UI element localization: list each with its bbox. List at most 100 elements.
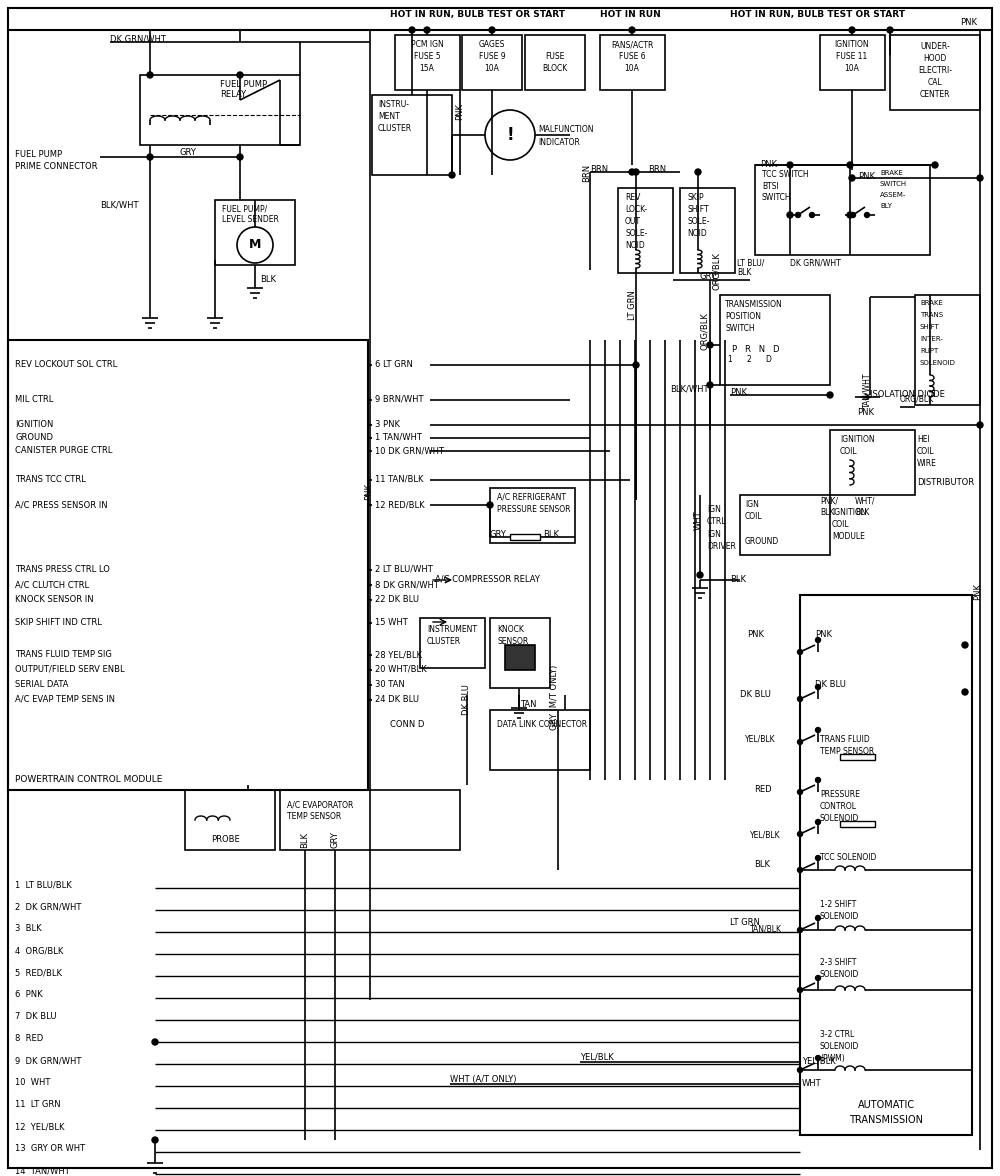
- Text: MALFUNCTION: MALFUNCTION: [538, 125, 594, 134]
- Text: POWERTRAIN CONTROL MODULE: POWERTRAIN CONTROL MODULE: [15, 775, 162, 784]
- Bar: [140, 75, 300, 145]
- Text: 7  DK BLU: 7 DK BLU: [15, 1013, 56, 1021]
- Bar: [510, 534, 540, 540]
- Text: A/C PRESS SENSOR IN: A/C PRESS SENSOR IN: [15, 500, 108, 509]
- Text: HOT IN RUN, BULB TEST OR START: HOT IN RUN, BULB TEST OR START: [390, 11, 565, 19]
- Text: A/C REFRIGERANT: A/C REFRIGERANT: [497, 493, 566, 502]
- Text: GRY: GRY: [490, 530, 507, 539]
- Bar: [525, 35, 585, 91]
- Text: PNK: PNK: [815, 630, 832, 639]
- Text: TAN/BLK: TAN/BLK: [750, 926, 782, 934]
- Text: CLUSTER: CLUSTER: [378, 123, 412, 133]
- Text: IGN: IGN: [707, 530, 721, 539]
- Text: BLK: BLK: [855, 508, 869, 517]
- Text: BTSI: BTSI: [762, 182, 779, 191]
- Bar: [280, 790, 460, 850]
- Circle shape: [152, 1137, 158, 1143]
- Text: CONN D: CONN D: [390, 720, 424, 729]
- Circle shape: [798, 649, 802, 655]
- Text: BLK: BLK: [737, 268, 751, 278]
- Circle shape: [847, 162, 853, 168]
- Text: PRESSURE SENSOR: PRESSURE SENSOR: [497, 505, 570, 514]
- Text: 3 PNK: 3 PNK: [375, 420, 400, 429]
- Text: LOCK-: LOCK-: [625, 205, 647, 214]
- Text: TRANS FLUID: TRANS FLUID: [820, 735, 870, 744]
- Text: 15 WHT: 15 WHT: [375, 619, 408, 627]
- Text: GRY: GRY: [330, 831, 339, 848]
- Bar: [618, 188, 673, 273]
- Text: BLY: BLY: [880, 203, 892, 209]
- Text: TRANS: TRANS: [920, 312, 943, 318]
- Text: 9  DK GRN/WHT: 9 DK GRN/WHT: [15, 1056, 81, 1065]
- Text: INSTRU-: INSTRU-: [378, 100, 409, 109]
- Circle shape: [798, 928, 802, 933]
- Text: KNOCK: KNOCK: [497, 624, 524, 634]
- Text: PNK: PNK: [760, 160, 777, 169]
- Text: TCC SOLENOID: TCC SOLENOID: [820, 853, 876, 862]
- Circle shape: [932, 162, 938, 168]
- Bar: [840, 821, 875, 827]
- Text: ORG/BLK: ORG/BLK: [712, 252, 721, 290]
- Text: YEL/BLK: YEL/BLK: [750, 830, 781, 838]
- Text: LT GRN: LT GRN: [730, 918, 760, 927]
- Text: GROUND: GROUND: [745, 537, 779, 546]
- Text: FANS/ACTR: FANS/ACTR: [611, 40, 653, 49]
- Text: 2  DK GRN/WHT: 2 DK GRN/WHT: [15, 902, 81, 911]
- Text: ISOLATION DIODE: ISOLATION DIODE: [870, 390, 945, 399]
- Text: IGNITION: IGNITION: [15, 420, 53, 429]
- Text: INTER-: INTER-: [920, 336, 943, 342]
- Text: BRN: BRN: [590, 165, 608, 174]
- Bar: [372, 95, 452, 175]
- Text: SWITCH: SWITCH: [880, 181, 907, 187]
- Text: HOT IN RUN: HOT IN RUN: [600, 11, 661, 19]
- Text: COIL: COIL: [832, 520, 850, 529]
- Text: 3  BLK: 3 BLK: [15, 924, 42, 933]
- Circle shape: [816, 855, 820, 861]
- Text: SERIAL DATA: SERIAL DATA: [15, 680, 68, 689]
- Circle shape: [816, 976, 820, 981]
- Text: PROBE: PROBE: [211, 835, 239, 844]
- Text: SWITCH: SWITCH: [725, 325, 755, 333]
- Text: 6  PNK: 6 PNK: [15, 990, 43, 998]
- Text: TCC SWITCH: TCC SWITCH: [762, 171, 809, 179]
- Bar: [840, 754, 875, 760]
- Text: PRIME CONNECTOR: PRIME CONNECTOR: [15, 162, 98, 171]
- Text: WHT (A/T ONLY): WHT (A/T ONLY): [450, 1075, 516, 1084]
- Text: A/C COMPRESSOR RELAY: A/C COMPRESSOR RELAY: [435, 575, 540, 584]
- Text: SWITCH: SWITCH: [762, 193, 792, 202]
- Bar: [8, 340, 368, 790]
- Text: IGNITION: IGNITION: [832, 508, 867, 517]
- Text: NOID: NOID: [687, 229, 707, 238]
- Text: REV LOCKOUT SOL CTRL: REV LOCKOUT SOL CTRL: [15, 360, 117, 369]
- Text: 3-2 CTRL: 3-2 CTRL: [820, 1030, 854, 1040]
- Text: CTRL: CTRL: [707, 517, 726, 526]
- Bar: [600, 35, 665, 91]
- Text: WIRE: WIRE: [917, 459, 937, 468]
- Text: ELECTRI-: ELECTRI-: [918, 66, 952, 75]
- Text: INDICATOR: INDICATOR: [538, 138, 580, 147]
- Text: ASSEM-: ASSEM-: [880, 192, 906, 198]
- Text: PNK: PNK: [455, 103, 464, 120]
- Text: NOID: NOID: [625, 241, 645, 250]
- Circle shape: [798, 1068, 802, 1073]
- Circle shape: [816, 637, 820, 642]
- Text: BRN: BRN: [648, 165, 666, 174]
- Text: ORG/BLK: ORG/BLK: [700, 312, 709, 350]
- Text: HOOD: HOOD: [923, 54, 947, 64]
- Circle shape: [816, 1056, 820, 1061]
- Circle shape: [798, 831, 802, 836]
- Text: IGN: IGN: [707, 505, 721, 514]
- Text: BLK: BLK: [730, 575, 746, 584]
- Text: SKIP SHIFT IND CTRL: SKIP SHIFT IND CTRL: [15, 619, 102, 627]
- Text: SOLENOID: SOLENOID: [820, 970, 859, 978]
- Bar: [490, 619, 550, 688]
- Circle shape: [847, 212, 853, 218]
- Text: BLK: BLK: [543, 530, 559, 539]
- Circle shape: [633, 169, 639, 175]
- Circle shape: [798, 696, 802, 702]
- Text: KNOCK SENSOR IN: KNOCK SENSOR IN: [15, 595, 94, 604]
- Text: LEVEL SENDER: LEVEL SENDER: [222, 215, 279, 223]
- Text: FUEL PUMP: FUEL PUMP: [15, 151, 62, 159]
- Text: OUTPUT/FIELD SERV ENBL: OUTPUT/FIELD SERV ENBL: [15, 664, 125, 674]
- Circle shape: [849, 27, 855, 33]
